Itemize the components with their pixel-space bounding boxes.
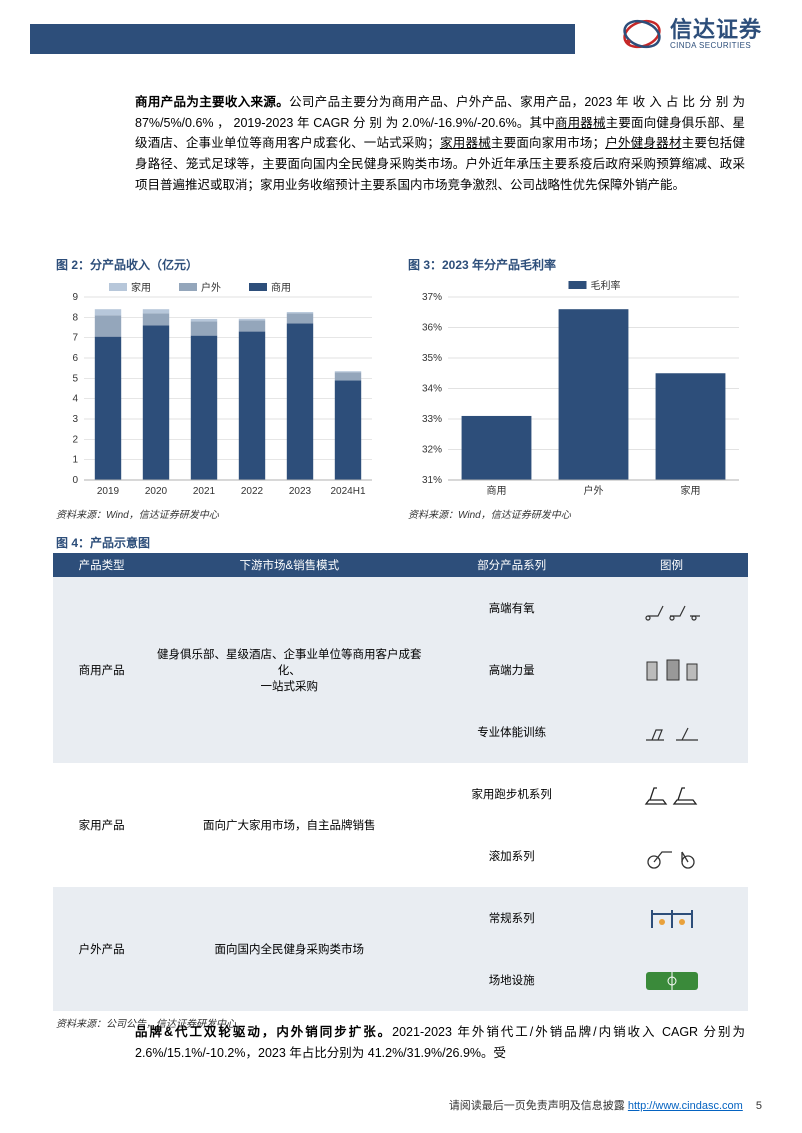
p1-u2: 家用器械 bbox=[440, 136, 491, 150]
p1-u1: 商用器械 bbox=[555, 116, 606, 130]
table-cell: 面向国内全民健身采购类市场 bbox=[150, 887, 428, 1011]
svg-text:3: 3 bbox=[72, 414, 78, 425]
svg-text:5: 5 bbox=[72, 373, 78, 384]
fig3-caption: 图 3：2023 年分产品毛利率 bbox=[408, 256, 556, 273]
p1-bold: 商用产品为主要收入来源。 bbox=[135, 95, 289, 109]
svg-text:2022: 2022 bbox=[241, 486, 264, 497]
svg-text:34%: 34% bbox=[422, 384, 442, 395]
svg-text:7: 7 bbox=[72, 333, 78, 344]
table-cell: 户外产品 bbox=[53, 887, 150, 1011]
svg-text:2: 2 bbox=[72, 434, 78, 445]
paragraph-1: 商用产品为主要收入来源。公司产品主要分为商用产品、户外产品、家用产品，2023 … bbox=[135, 92, 745, 195]
svg-text:9: 9 bbox=[72, 292, 78, 303]
product-illustration bbox=[595, 577, 748, 639]
table-header: 下游市场&销售模式 bbox=[150, 553, 428, 577]
fig2-source: 资料来源：Wind，信达证券研发中心 bbox=[56, 506, 219, 521]
logo-icon bbox=[620, 12, 664, 56]
logo-cn-text: 信达证券 bbox=[670, 18, 762, 42]
footer: 请阅读最后一页免责声明及信息披露 http://www.cindasc.com … bbox=[449, 1097, 762, 1113]
paragraph-2: 品牌&代工双轮驱动，内外销同步扩张。2021-2023 年外销代工/外销品牌/内… bbox=[135, 1022, 745, 1063]
product-illustration bbox=[595, 887, 748, 949]
svg-text:8: 8 bbox=[72, 312, 78, 323]
table-header: 图例 bbox=[595, 553, 748, 577]
table-cell: 滚加系列 bbox=[428, 825, 595, 887]
svg-text:32%: 32% bbox=[422, 445, 442, 456]
table-cell: 场地设施 bbox=[428, 949, 595, 1011]
svg-text:1: 1 bbox=[72, 455, 78, 466]
table-cell: 常规系列 bbox=[428, 887, 595, 949]
svg-text:2019: 2019 bbox=[97, 486, 120, 497]
table-cell: 高端力量 bbox=[428, 639, 595, 701]
table-row: 家用产品面向广大家用市场，自主品牌销售家用跑步机系列 bbox=[53, 763, 748, 825]
page-number: 5 bbox=[756, 1100, 762, 1112]
svg-text:2021: 2021 bbox=[193, 486, 216, 497]
logo-en-text: CINDA SECURITIES bbox=[670, 42, 762, 51]
product-illustration bbox=[595, 763, 748, 825]
table-cell: 家用跑步机系列 bbox=[428, 763, 595, 825]
fig4-caption: 图 4：产品示意图 bbox=[56, 534, 150, 551]
svg-text:0: 0 bbox=[72, 475, 78, 486]
svg-text:商用: 商用 bbox=[271, 281, 291, 294]
product-illustration bbox=[595, 701, 748, 763]
svg-text:家用: 家用 bbox=[131, 281, 151, 294]
fig2-chart: 0 1 2 3 4 5 6 7 8 9 家用 户外 商用 2019 2020 2021 2022 2023 2024… bbox=[50, 275, 380, 500]
table-cell: 面向广大家用市场，自主品牌销售 bbox=[150, 763, 428, 887]
company-logo: 信达证券 CINDA SECURITIES bbox=[620, 12, 762, 56]
p1-u3: 户外健身器材 bbox=[605, 136, 681, 150]
table-cell: 健身俱乐部、星级酒店、企事业单位等商用客户成套化、一站式采购 bbox=[150, 577, 428, 763]
product-illustration bbox=[595, 639, 748, 701]
svg-text:6: 6 bbox=[72, 353, 78, 364]
svg-text:2023: 2023 bbox=[289, 486, 312, 497]
svg-text:36%: 36% bbox=[422, 323, 442, 334]
svg-text:毛利率: 毛利率 bbox=[591, 279, 621, 292]
svg-text:户外: 户外 bbox=[201, 281, 221, 294]
table-cell: 专业体能训练 bbox=[428, 701, 595, 763]
table-header: 产品类型 bbox=[53, 553, 150, 577]
table-header: 部分产品系列 bbox=[428, 553, 595, 577]
table-cell: 商用产品 bbox=[53, 577, 150, 763]
svg-text:2020: 2020 bbox=[145, 486, 168, 497]
table-cell: 家用产品 bbox=[53, 763, 150, 887]
svg-text:商用: 商用 bbox=[487, 484, 507, 497]
footer-text: 请阅读最后一页免责声明及信息披露 bbox=[449, 1100, 625, 1112]
svg-text:35%: 35% bbox=[422, 353, 442, 364]
svg-text:家用: 家用 bbox=[681, 484, 701, 497]
product-illustration bbox=[595, 949, 748, 1011]
table-row: 商用产品健身俱乐部、星级酒店、企事业单位等商用客户成套化、一站式采购高端有氧 bbox=[53, 577, 748, 639]
table-row: 户外产品面向国内全民健身采购类市场常规系列 bbox=[53, 887, 748, 949]
svg-text:户外: 户外 bbox=[584, 484, 604, 497]
fig3-chart: 31% 32% 33% 34% 35% 36% 37% 毛利率商用 户外 家用 bbox=[402, 275, 747, 500]
product-table: 产品类型下游市场&销售模式部分产品系列图例商用产品健身俱乐部、星级酒店、企事业单… bbox=[53, 553, 748, 1011]
product-illustration bbox=[595, 825, 748, 887]
table-cell: 高端有氧 bbox=[428, 577, 595, 639]
svg-text:37%: 37% bbox=[422, 292, 442, 303]
p1-c: 主要面向家用市场； bbox=[491, 136, 605, 150]
footer-link[interactable]: http://www.cindasc.com bbox=[628, 1100, 743, 1112]
svg-text:33%: 33% bbox=[422, 414, 442, 425]
header-bar bbox=[30, 24, 575, 54]
svg-text:2024H1: 2024H1 bbox=[330, 486, 365, 497]
fig3-source: 资料来源：Wind，信达证券研发中心 bbox=[408, 506, 571, 521]
p2-bold: 品牌&代工双轮驱动，内外销同步扩张。 bbox=[135, 1025, 392, 1039]
fig2-caption: 图 2：分产品收入（亿元） bbox=[56, 256, 198, 273]
svg-text:31%: 31% bbox=[422, 475, 442, 486]
svg-text:4: 4 bbox=[72, 394, 78, 405]
